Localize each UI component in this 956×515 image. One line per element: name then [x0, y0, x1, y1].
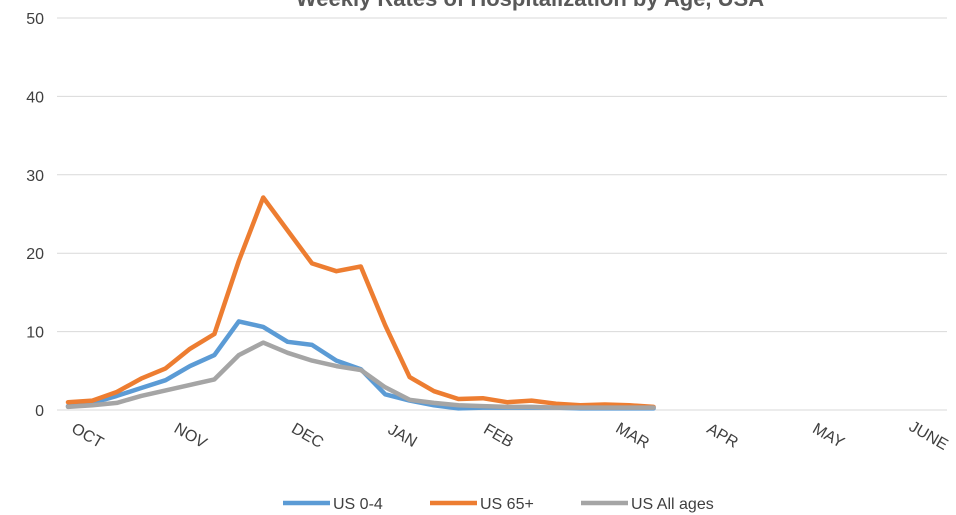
y-tick-label: 40	[26, 89, 44, 106]
x-tick-label: JUNE	[906, 418, 951, 454]
series-line-us-all-ages	[65, 340, 656, 410]
series-line-us-65-	[65, 195, 656, 410]
x-tick-label: DEC	[288, 420, 326, 452]
x-tick-label: OCT	[68, 420, 106, 452]
legend-label: US 0-4	[333, 496, 383, 513]
series-line-us-0-4	[65, 319, 656, 411]
y-axis-ticks: 0 10 20 30 40 50	[26, 11, 44, 420]
x-tick-label: JAN	[385, 421, 420, 451]
x-tick-label: NOV	[171, 420, 210, 452]
x-tick-label: MAR	[613, 420, 652, 453]
y-tick-label: 0	[35, 403, 44, 420]
y-tick-label: 10	[26, 325, 44, 342]
chart-title: Weekly Rates of Hospitalization by Age, …	[296, 0, 764, 11]
legend-label: US All ages	[631, 496, 714, 513]
legend: US 0-4 US 65+ US All ages	[283, 496, 714, 513]
x-tick-label: MAY	[810, 420, 848, 452]
y-tick-label: 30	[26, 168, 44, 185]
gridlines	[57, 17, 947, 411]
y-tick-label: 50	[26, 11, 44, 28]
x-tick-label: APR	[704, 421, 741, 452]
legend-label: US 65+	[480, 496, 534, 513]
x-axis-ticks: OCT NOV DEC JAN FEB MAR APR MAY JUNE	[68, 418, 950, 454]
x-tick-label: FEB	[481, 421, 516, 451]
y-tick-label: 20	[26, 246, 44, 263]
series-lines	[65, 195, 656, 411]
